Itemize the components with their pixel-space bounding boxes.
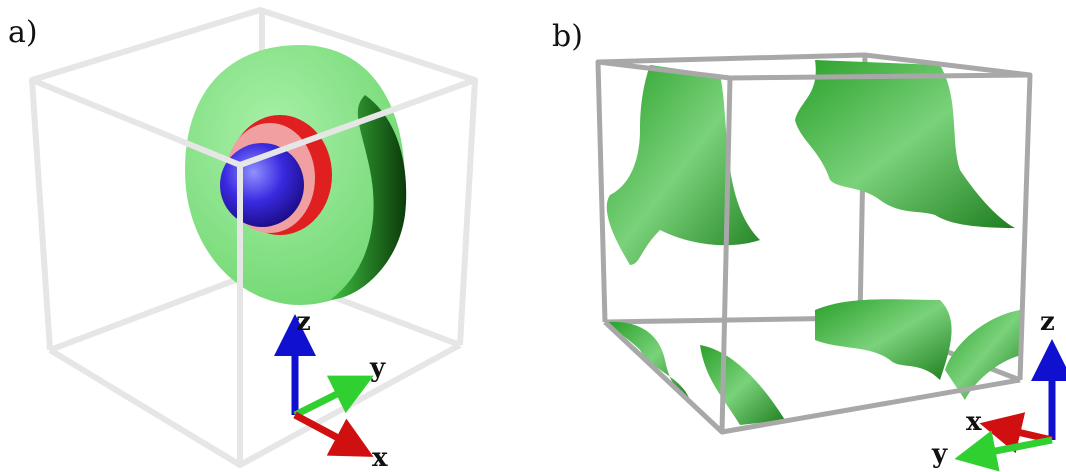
panel-label: b) [552,19,583,54]
panel-a: a) z y x [8,7,478,472]
axis-label: y [931,439,948,469]
cube-front [29,7,478,468]
panel-b: b) z x y [552,19,1066,472]
panel-label: a) [8,15,38,50]
axis-triad: z y x [274,307,388,472]
cube-front [595,52,1033,435]
axis-label: y [369,353,386,383]
axis-label: z [1040,307,1055,337]
axis-triad: z x y [931,307,1066,472]
isosurfaces [606,60,1022,425]
axis-label: x [966,407,982,437]
axis-label: z [296,307,311,337]
axis-label: x [372,443,388,472]
isosurfaces [185,45,407,305]
